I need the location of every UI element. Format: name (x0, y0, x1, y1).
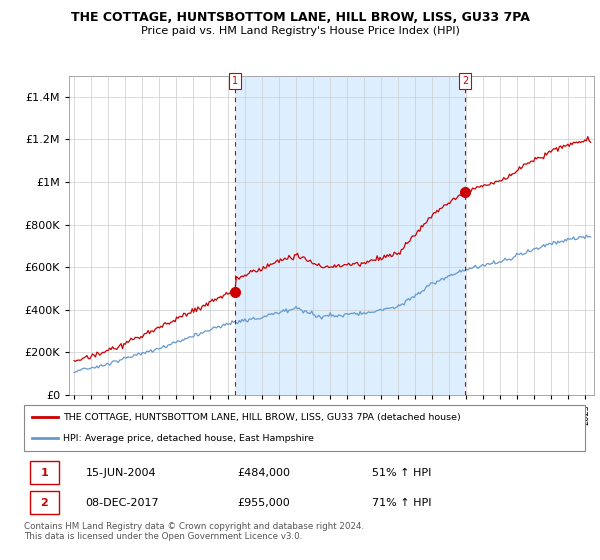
Text: 15-JUN-2004: 15-JUN-2004 (86, 468, 157, 478)
FancyBboxPatch shape (29, 461, 59, 484)
Text: 71% ↑ HPI: 71% ↑ HPI (372, 498, 431, 508)
Text: 1: 1 (232, 76, 238, 86)
Text: £955,000: £955,000 (237, 498, 290, 508)
Text: THE COTTAGE, HUNTSBOTTOM LANE, HILL BROW, LISS, GU33 7PA: THE COTTAGE, HUNTSBOTTOM LANE, HILL BROW… (71, 11, 529, 24)
Text: £484,000: £484,000 (237, 468, 290, 478)
Text: 2: 2 (463, 76, 469, 86)
Text: 1: 1 (40, 468, 48, 478)
Bar (235, 76, 466, 395)
Text: 08-DEC-2017: 08-DEC-2017 (86, 498, 160, 508)
FancyBboxPatch shape (29, 491, 59, 515)
Text: THE COTTAGE, HUNTSBOTTOM LANE, HILL BROW, LISS, GU33 7PA (detached house): THE COTTAGE, HUNTSBOTTOM LANE, HILL BROW… (63, 413, 461, 422)
Text: 51% ↑ HPI: 51% ↑ HPI (372, 468, 431, 478)
FancyBboxPatch shape (24, 405, 585, 451)
Text: 2: 2 (40, 498, 48, 508)
Text: HPI: Average price, detached house, East Hampshire: HPI: Average price, detached house, East… (63, 434, 314, 443)
Text: Price paid vs. HM Land Registry's House Price Index (HPI): Price paid vs. HM Land Registry's House … (140, 26, 460, 36)
Text: Contains HM Land Registry data © Crown copyright and database right 2024.
This d: Contains HM Land Registry data © Crown c… (24, 522, 364, 542)
